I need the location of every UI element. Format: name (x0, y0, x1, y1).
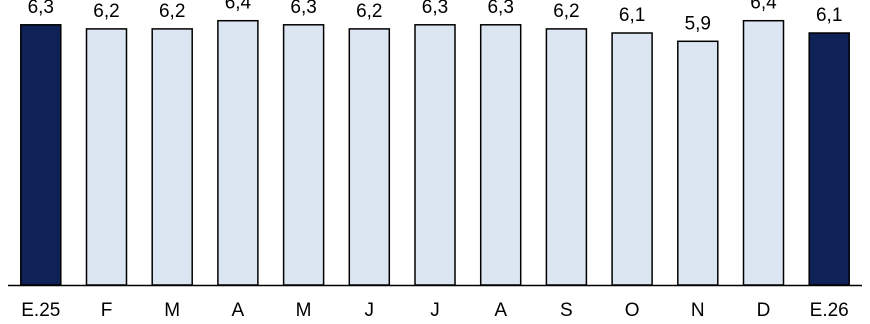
value-label-8: 6,2 (553, 1, 579, 22)
value-label-7: 6,3 (487, 0, 513, 18)
value-label-2: 6,2 (159, 1, 185, 22)
category-label-12: E.26 (810, 300, 849, 321)
value-label-1: 6,2 (93, 1, 119, 22)
value-label-9: 6,1 (619, 5, 645, 26)
bar-7 (479, 24, 522, 286)
category-label-1: F (101, 300, 113, 321)
bar-12 (808, 32, 850, 286)
value-label-3: 6,4 (225, 0, 252, 14)
bar-6 (414, 24, 456, 286)
bar-10 (677, 40, 719, 286)
value-label-5: 6,2 (356, 1, 382, 22)
bar-3 (217, 19, 259, 286)
bar-2 (151, 28, 193, 286)
value-label-12: 6,1 (816, 5, 842, 26)
bar-5 (348, 28, 391, 286)
value-label-10: 5,9 (685, 13, 711, 34)
category-label-6: J (430, 300, 440, 321)
value-labels-group: 6,3 6,2 6,2 6,4 6,3 6,2 6,3 6,3 6,2 6,1 5,9 6,4 6,1 (28, 0, 843, 34)
category-label-11: D (757, 300, 771, 321)
bars-group (20, 19, 850, 286)
category-label-2: M (164, 300, 180, 321)
bar-1 (85, 28, 128, 286)
value-label-0: 6,3 (28, 0, 54, 18)
category-label-5: J (365, 300, 375, 321)
bar-9 (611, 32, 653, 286)
bar-8 (545, 28, 588, 286)
category-label-10: N (691, 300, 705, 321)
category-label-8: S (560, 300, 573, 321)
value-label-4: 6,3 (290, 0, 316, 18)
category-labels-group: E.25 F M A M J J A S O N D E.26 (21, 300, 848, 321)
category-label-9: O (625, 300, 640, 321)
category-label-0: E.25 (21, 300, 60, 321)
category-label-3: A (232, 300, 245, 321)
category-label-7: A (494, 300, 507, 321)
category-label-4: M (296, 300, 312, 321)
bar-4 (282, 24, 325, 286)
bar-0 (20, 24, 62, 286)
bar-11 (742, 19, 785, 286)
value-label-6: 6,3 (422, 0, 448, 18)
value-label-11: 6,4 (750, 0, 777, 14)
